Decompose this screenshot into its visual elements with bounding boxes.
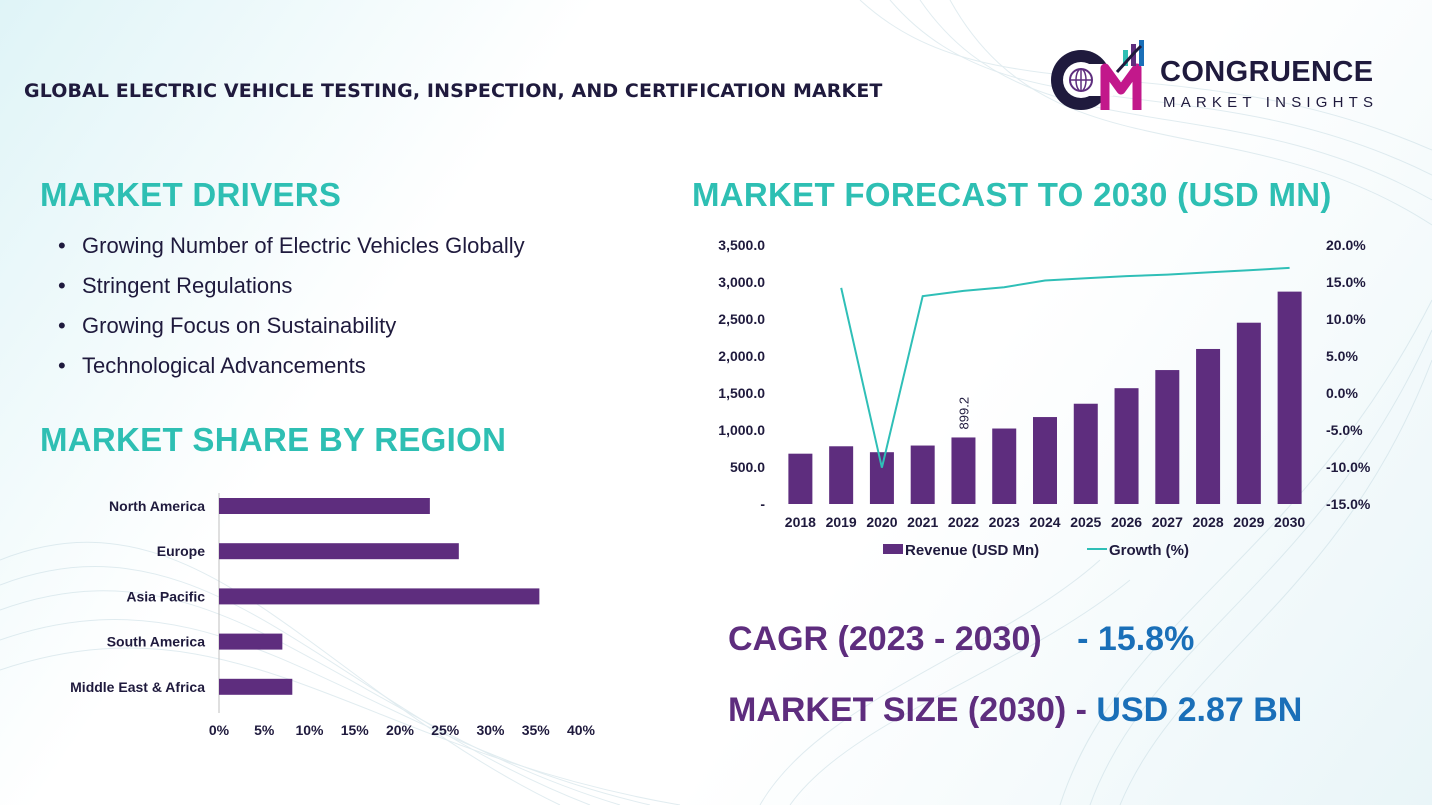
revenue-bar [1196, 348, 1221, 504]
brand-logo-text: CM [1080, 115, 1082, 117]
region-x-tick-label: 0% [209, 722, 230, 738]
region-bar [219, 588, 540, 605]
driver-item: Growing Number of Electric Vehicles Glob… [58, 232, 525, 272]
region-category-label: North America [109, 498, 205, 514]
drivers-title: MARKET DRIVERS [40, 176, 342, 213]
cagr-value: - 15.8% [1077, 620, 1195, 658]
region-category-label: Asia Pacific [126, 588, 205, 604]
region-bar [219, 543, 459, 560]
forecast-right-tick-label: -15.0% [1326, 496, 1371, 512]
forecast-right-tick-label: 5.0% [1326, 348, 1358, 364]
revenue-bar [788, 453, 813, 504]
region-x-tick-label: 40% [567, 722, 596, 738]
region-bar [219, 678, 293, 695]
forecast-left-tick-label: 3,500.0 [718, 237, 765, 253]
growth-line [840, 266, 1290, 468]
brand-logo-icon: CM [1051, 40, 1144, 117]
region-share-chart: North America Europe Asia Pacific South Ame… [70, 493, 596, 738]
brand-tagline: MARKET INSIGHTS [1163, 94, 1379, 111]
revenue-bar [992, 428, 1017, 504]
market-size-value: USD 2.87 BN [1096, 691, 1303, 729]
revenue-bar [910, 445, 935, 504]
region-x-tick-label: 15% [341, 722, 370, 738]
forecast-left-tick-label: 2,500.0 [718, 311, 765, 327]
driver-item: Stringent Regulations [58, 272, 525, 312]
revenue-bar [1277, 291, 1302, 504]
region-x-tick-label: 25% [431, 722, 460, 738]
legend-revenue-swatch [883, 544, 903, 554]
region-category-label: Middle East & Africa [70, 679, 205, 695]
forecast-x-tick-label: 2021 [907, 514, 938, 530]
forecast-left-tick-label: 1,000.0 [718, 422, 765, 438]
region-category-label: South America [107, 634, 205, 650]
revenue-bar [1114, 388, 1139, 504]
cagr-kpi: CAGR (2023 - 2030) - 15.8% [728, 620, 1194, 659]
forecast-x-tick-label: 2019 [826, 514, 857, 530]
page-title: GLOBAL ELECTRIC VEHICLE TESTING, INSPECT… [24, 80, 883, 102]
region-x-tick-label: 5% [254, 722, 275, 738]
region-x-tick-label: 20% [386, 722, 415, 738]
forecast-x-tick-label: 2023 [989, 514, 1020, 530]
forecast-right-tick-label: -10.0% [1326, 459, 1371, 475]
region-x-tick-label: 10% [295, 722, 324, 738]
market-size-kpi: MARKET SIZE (2030) - USD 2.87 BN [728, 691, 1302, 730]
revenue-bar [1236, 322, 1261, 504]
forecast-x-tick-label: 2028 [1192, 514, 1223, 530]
forecast-x-tick-label: 2026 [1111, 514, 1142, 530]
forecast-left-tick-label: 500.0 [730, 459, 765, 475]
forecast-right-tick-label: 15.0% [1326, 274, 1366, 290]
forecast-right-tick-label: 10.0% [1326, 311, 1366, 327]
forecast-x-tick-label: 2018 [785, 514, 816, 530]
market-size-label: MARKET SIZE (2030) - [728, 691, 1087, 729]
brand-block: CM CONGRUENCE MARKET INSIGHTS [1045, 38, 1405, 118]
revenue-bar [1073, 403, 1098, 504]
region-x-tick-label: 35% [522, 722, 551, 738]
forecast-left-tick-label: 3,000.0 [718, 274, 765, 290]
legend-revenue-label: Revenue (USD Mn) [905, 542, 1039, 559]
revenue-bar [1033, 417, 1057, 504]
region-bar [219, 498, 430, 514]
revenue-bar [1155, 370, 1180, 504]
region-category-label: Europe [157, 543, 205, 559]
forecast-x-tick-label: 2029 [1233, 514, 1264, 530]
cagr-label: CAGR (2023 - 2030) [728, 620, 1042, 658]
region-x-tick-label: 30% [476, 722, 505, 738]
forecast-x-tick-label: 2020 [866, 514, 897, 530]
forecast-x-tick-label: 2022 [948, 514, 979, 530]
driver-item: Growing Focus on Sustainability [58, 312, 525, 352]
forecast-x-tick-label: 2025 [1070, 514, 1101, 530]
legend-growth-label: Growth (%) [1109, 542, 1189, 559]
forecast-left-tick-label: - [760, 496, 765, 512]
brand-name: CONGRUENCE [1160, 56, 1374, 88]
forecast-chart: - 500.0 1,000.0 1,500.0 2,000.0 2,500.0 3,000.… [718, 237, 1371, 559]
forecast-right-tick-label: -5.0% [1326, 422, 1363, 438]
revenue-data-label: 899.2 [956, 397, 971, 430]
forecast-right-tick-label: 0.0% [1326, 385, 1358, 401]
drivers-list: Growing Number of Electric Vehicles Glob… [58, 232, 525, 392]
forecast-left-tick-label: 2,000.0 [718, 348, 765, 364]
revenue-bar [869, 452, 894, 504]
region-chart-title: MARKET SHARE BY REGION [40, 421, 507, 458]
forecast-left-tick-label: 1,500.0 [718, 385, 765, 401]
forecast-x-tick-label: 2027 [1152, 514, 1183, 530]
revenue-bar [951, 437, 976, 504]
forecast-x-tick-label: 2030 [1274, 514, 1305, 530]
driver-item: Technological Advancements [58, 352, 525, 392]
revenue-bar [829, 446, 854, 504]
forecast-chart-title: MARKET FORECAST TO 2030 (USD MN) [692, 176, 1332, 213]
forecast-x-tick-label: 2024 [1029, 514, 1060, 530]
forecast-right-tick-label: 20.0% [1326, 237, 1366, 253]
region-bar [219, 633, 283, 650]
